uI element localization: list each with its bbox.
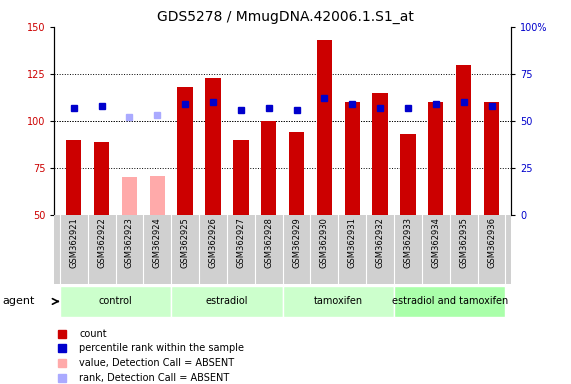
Text: count: count (79, 329, 107, 339)
Bar (484, 102, 499, 215)
Bar (283, 286, 394, 317)
Bar (122, 177, 137, 215)
Text: estradiol: estradiol (206, 296, 248, 306)
Text: GSM362934: GSM362934 (431, 217, 440, 268)
Bar (400, 134, 416, 215)
Bar (233, 140, 248, 215)
Bar (94, 142, 109, 215)
Text: GSM362923: GSM362923 (125, 217, 134, 268)
Text: GSM362922: GSM362922 (97, 217, 106, 268)
Bar (428, 102, 444, 215)
Bar (171, 286, 283, 317)
Text: value, Detection Call = ABSENT: value, Detection Call = ABSENT (79, 358, 235, 368)
Bar (289, 132, 304, 215)
Text: GSM362927: GSM362927 (236, 217, 246, 268)
Bar (206, 78, 220, 215)
Text: estradiol and tamoxifen: estradiol and tamoxifen (392, 296, 508, 306)
Bar (345, 102, 360, 215)
Text: GSM362921: GSM362921 (69, 217, 78, 268)
Text: GSM362930: GSM362930 (320, 217, 329, 268)
Text: rank, Detection Call = ABSENT: rank, Detection Call = ABSENT (79, 373, 230, 383)
Bar (60, 286, 171, 317)
Bar (150, 175, 165, 215)
Bar (372, 93, 388, 215)
Bar (66, 140, 82, 215)
Bar (178, 87, 193, 215)
Text: GDS5278 / MmugDNA.42006.1.S1_at: GDS5278 / MmugDNA.42006.1.S1_at (157, 10, 414, 23)
Text: tamoxifen: tamoxifen (314, 296, 363, 306)
Text: GSM362933: GSM362933 (404, 217, 412, 268)
Text: GSM362932: GSM362932 (376, 217, 385, 268)
Text: GSM362936: GSM362936 (487, 217, 496, 268)
Bar (317, 40, 332, 215)
Bar (456, 65, 471, 215)
Text: agent: agent (3, 296, 35, 306)
Text: GSM362928: GSM362928 (264, 217, 273, 268)
Text: GSM362924: GSM362924 (153, 217, 162, 268)
Text: GSM362935: GSM362935 (459, 217, 468, 268)
Bar (261, 121, 276, 215)
Text: GSM362929: GSM362929 (292, 217, 301, 268)
Text: GSM362925: GSM362925 (180, 217, 190, 268)
Text: GSM362926: GSM362926 (208, 217, 218, 268)
Text: control: control (99, 296, 132, 306)
Bar (394, 286, 505, 317)
Text: percentile rank within the sample: percentile rank within the sample (79, 343, 244, 353)
Text: GSM362931: GSM362931 (348, 217, 357, 268)
